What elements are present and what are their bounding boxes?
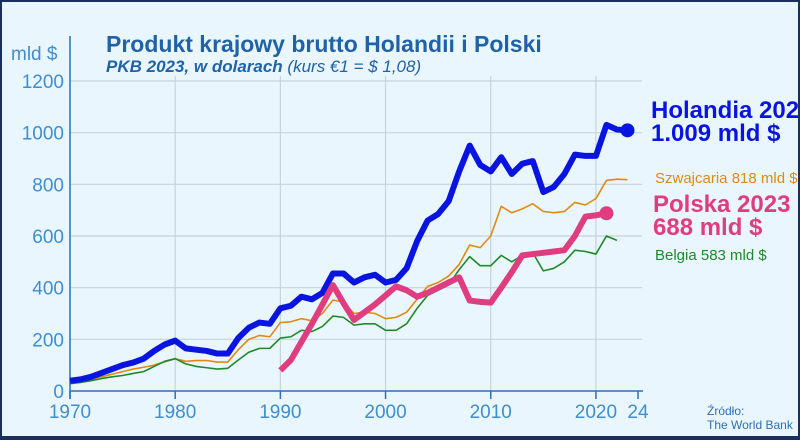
series-line-belgia — [69, 235, 618, 385]
endpoint-marker-holandia — [620, 123, 635, 138]
y-tick-label: 0 — [53, 382, 64, 403]
series-lines — [69, 121, 635, 385]
x-tick-label: 1980 — [154, 402, 196, 423]
label-szwajcaria: Szwajcaria 818 mld $ — [655, 170, 798, 187]
subtitle-bold: PKB 2023, w dolarach — [106, 57, 283, 76]
label-belgia: Belgia 583 mld $ — [655, 247, 767, 264]
chart-subtitle: PKB 2023, w dolarach (kurs €1 = $ 1,08) — [106, 57, 421, 76]
y-tick-label: 800 — [32, 175, 64, 196]
y-tick-label: 200 — [32, 330, 64, 351]
x-tick-label: 24 — [627, 402, 649, 423]
y-tick-label: 600 — [32, 227, 64, 248]
series-line-holandia — [69, 121, 628, 384]
y-tick-label: 400 — [32, 279, 64, 300]
axes: 1970 1980 1990 2000 2010 2020 24 0 200 400 600 800 1… — [22, 36, 649, 423]
label-polska-value: 688 mld $ — [653, 214, 763, 241]
x-tick-label: 1990 — [259, 402, 301, 423]
source-label: Źródło: — [707, 403, 744, 418]
series-line-polska — [278, 210, 608, 373]
x-tick-label: 2020 — [575, 402, 617, 423]
source-name: The World Bank — [707, 418, 794, 432]
y-axis-label: mld $ — [11, 44, 58, 65]
endpoint-marker-polska — [599, 206, 614, 221]
subtitle-rate: (kurs €1 = $ 1,08) — [287, 57, 421, 76]
label-holandia-value: 1.009 mld $ — [651, 120, 781, 147]
label-polska-title: Polska 2023 — [653, 191, 790, 218]
x-tick-label: 2000 — [364, 402, 406, 423]
y-tick-label: 1000 — [22, 124, 64, 145]
grid — [70, 76, 642, 391]
y-tick-label: 1200 — [22, 72, 64, 93]
x-tick-label: 2010 — [470, 402, 512, 423]
chart-title: Produkt krajowy brutto Holandii i Polski — [106, 31, 542, 57]
x-tick-label: 1970 — [49, 402, 91, 423]
label-holandia-title: Holandia 2023 — [651, 97, 800, 124]
